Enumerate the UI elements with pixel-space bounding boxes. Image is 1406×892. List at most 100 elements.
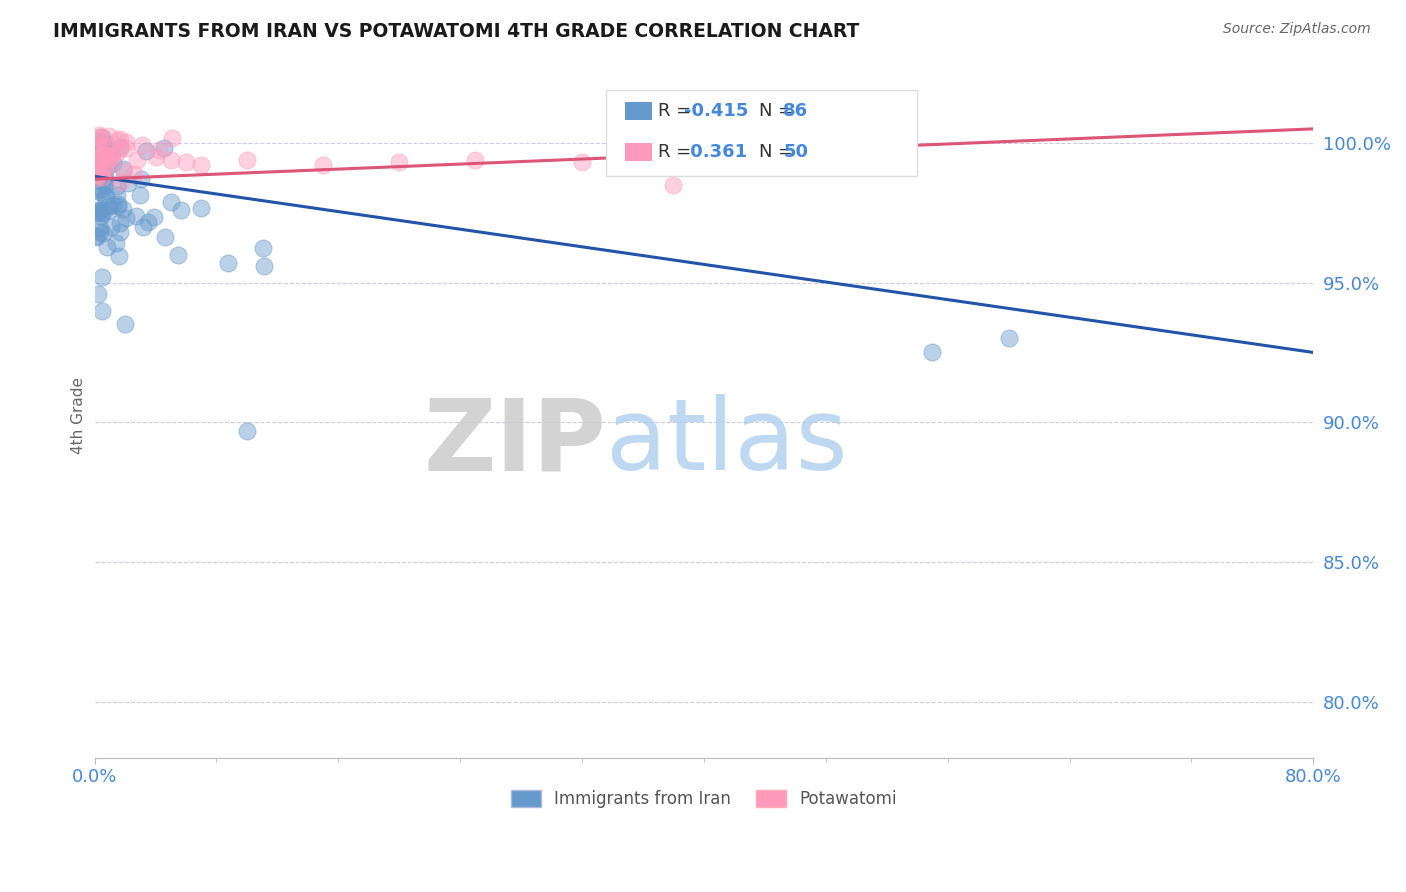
Point	[93, 163, 115, 178]
Point	[388, 155, 411, 169]
Point	[89, 149, 111, 163]
Point	[98, 202, 121, 217]
Point	[127, 153, 149, 168]
Point	[84, 155, 107, 169]
Point	[253, 260, 276, 274]
Point	[90, 149, 112, 163]
Point	[135, 144, 157, 158]
Legend: Immigrants from Iran, Potawatomi: Immigrants from Iran, Potawatomi	[505, 783, 904, 814]
Point	[115, 211, 138, 225]
Point	[174, 155, 197, 169]
Point	[464, 153, 486, 167]
Point	[108, 225, 131, 239]
Point	[91, 164, 114, 178]
Point	[84, 157, 107, 171]
Point	[148, 144, 170, 158]
Point	[89, 153, 111, 168]
Point	[93, 136, 115, 151]
Point	[112, 164, 135, 178]
Point	[90, 209, 112, 223]
Text: N =: N =	[759, 143, 799, 161]
Point	[100, 148, 122, 162]
Point	[145, 150, 167, 164]
Point	[217, 256, 239, 270]
Point	[94, 148, 117, 162]
Point	[159, 195, 181, 210]
Point	[90, 153, 112, 168]
Point	[117, 177, 139, 191]
Point	[96, 152, 118, 166]
Bar	[624, 143, 651, 161]
Point	[91, 226, 114, 240]
Point	[190, 202, 212, 216]
Point	[662, 178, 685, 192]
Point	[131, 138, 153, 153]
Point	[90, 182, 112, 196]
Point	[105, 133, 128, 147]
Point	[170, 202, 193, 217]
Point	[111, 202, 134, 216]
Point	[94, 149, 117, 163]
Point	[103, 198, 125, 212]
Point	[89, 220, 111, 235]
Point	[84, 229, 107, 244]
Point	[90, 148, 112, 162]
Point	[91, 270, 114, 285]
Text: N =: N =	[759, 102, 799, 120]
Point	[84, 202, 107, 217]
Point	[921, 345, 943, 359]
Y-axis label: 4th Grade: 4th Grade	[72, 376, 86, 454]
Point	[94, 174, 117, 188]
Point	[110, 175, 132, 189]
Point	[105, 188, 128, 202]
Point	[105, 179, 128, 194]
Text: 0.361: 0.361	[685, 143, 748, 161]
Point	[97, 199, 120, 213]
Point	[86, 170, 108, 185]
Point	[86, 163, 108, 178]
Point	[571, 155, 593, 169]
Point	[87, 173, 110, 187]
Point	[89, 186, 111, 200]
Point	[96, 161, 118, 175]
Point	[997, 331, 1019, 345]
Point	[87, 130, 110, 145]
Point	[84, 152, 107, 166]
Point	[142, 211, 165, 225]
Point	[105, 236, 128, 251]
Point	[96, 239, 118, 253]
Text: atlas: atlas	[606, 394, 848, 491]
Point	[108, 142, 131, 156]
Point	[167, 247, 190, 261]
Point	[84, 153, 107, 167]
Point	[86, 183, 108, 197]
Point	[86, 204, 108, 219]
Point	[84, 148, 107, 162]
Text: -0.415: -0.415	[685, 102, 749, 120]
Point	[94, 144, 117, 158]
Point	[107, 199, 129, 213]
Text: 50: 50	[783, 143, 808, 161]
Point	[138, 215, 160, 229]
Point	[84, 136, 107, 151]
Point	[115, 141, 138, 155]
Point	[91, 139, 114, 153]
Point	[94, 190, 117, 204]
Point	[93, 167, 115, 181]
Point	[108, 249, 131, 263]
Point	[84, 145, 107, 159]
Text: R =: R =	[658, 102, 696, 120]
Point	[93, 178, 115, 192]
Point	[87, 128, 110, 142]
Point	[252, 241, 274, 255]
Point	[91, 204, 114, 219]
Point	[132, 219, 155, 234]
Point	[91, 169, 114, 184]
Point	[111, 162, 134, 177]
Point	[84, 141, 107, 155]
Point	[115, 135, 138, 149]
Text: 86: 86	[783, 102, 808, 120]
Text: R =: R =	[658, 143, 696, 161]
Point	[86, 163, 108, 178]
Point	[108, 140, 131, 154]
